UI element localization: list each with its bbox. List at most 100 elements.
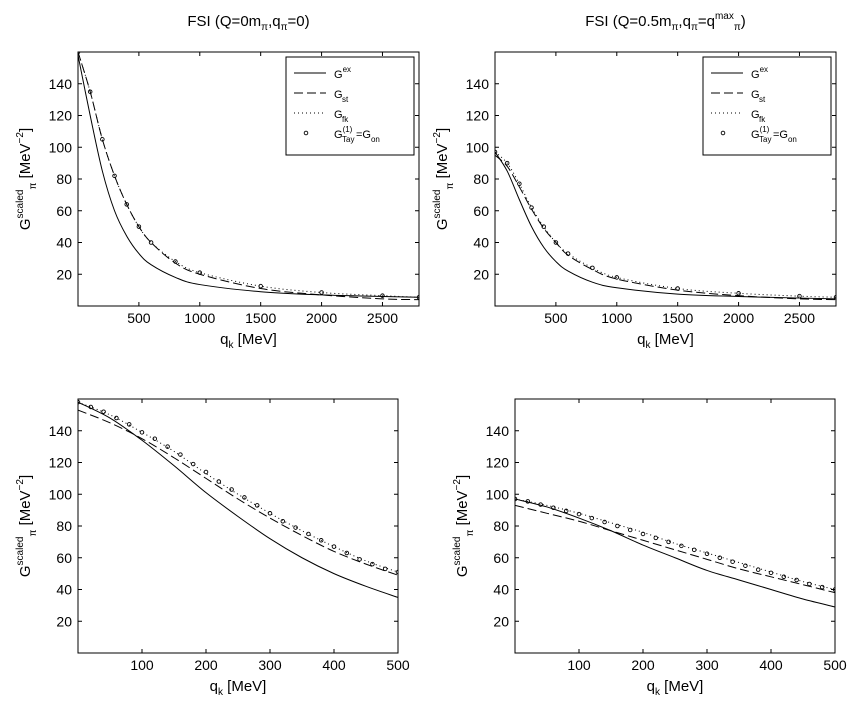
chart-title: FSI (Q=0mπ,qπ=0) xyxy=(187,13,309,33)
legend-label: G xyxy=(334,89,343,101)
data-point-ontay xyxy=(331,544,337,549)
series-line-solid xyxy=(495,151,836,300)
data-point-ontay xyxy=(679,543,684,549)
x-axis-label: qk [MeV] xyxy=(647,678,704,698)
y-tick-label: 40 xyxy=(493,582,509,598)
x-tick-label: 500 xyxy=(544,310,568,326)
x-tick-label: 100 xyxy=(130,657,154,673)
data-point-ontay xyxy=(152,436,158,441)
legend-label: G xyxy=(751,109,760,121)
series-line-dotted xyxy=(515,498,835,590)
legend-label: G(1) xyxy=(751,125,770,141)
data-point-ontay xyxy=(344,550,350,556)
y-tick-label: 20 xyxy=(56,613,72,629)
data-point-ontay xyxy=(819,584,825,590)
data-point-ontay xyxy=(666,539,671,545)
data-point-ontay xyxy=(615,523,620,529)
legend-tail: =Gon xyxy=(773,129,797,144)
data-point-ontay xyxy=(306,531,311,537)
data-point-ontay xyxy=(88,404,94,410)
data-point-ontay xyxy=(101,409,106,414)
x-tick-label: 200 xyxy=(631,657,655,673)
data-point-ontay xyxy=(807,581,812,587)
x-tick-label: 2000 xyxy=(306,310,337,326)
y-tick-label: 140 xyxy=(49,76,73,92)
data-point-ontay xyxy=(691,547,697,553)
y-tick-label: 40 xyxy=(56,582,72,598)
legend-sub: fk xyxy=(759,115,766,124)
y-tick-label: 40 xyxy=(473,235,489,251)
y-tick-label: 100 xyxy=(486,486,510,502)
data-point-ontay xyxy=(87,89,93,94)
data-point-ontay xyxy=(563,508,569,514)
x-tick-label: 1000 xyxy=(601,310,632,326)
y-axis-label: Gscaledπ [MeV−2] xyxy=(15,128,39,230)
data-point-ontay xyxy=(589,515,595,521)
legend-label: Gex xyxy=(751,65,768,81)
x-axis-label: qk [MeV] xyxy=(220,331,277,351)
data-point-ontay xyxy=(525,499,531,504)
panels: 500 1000 1500 2000 2500 20 40 60 80 100 120 140 qk [… xyxy=(15,11,847,698)
series-group xyxy=(78,52,419,301)
y-tick-label: 100 xyxy=(49,486,73,502)
data-point-ontay xyxy=(797,293,802,299)
y-tick-label: 140 xyxy=(49,423,73,439)
data-point-ontay xyxy=(395,569,398,575)
data-point-ontay xyxy=(78,399,81,405)
series-line-dashed xyxy=(515,504,835,594)
data-point-ontay xyxy=(242,495,247,500)
data-point-ontay xyxy=(319,290,324,295)
series-line-dotted xyxy=(78,401,398,573)
legend-tail: =Gon xyxy=(356,129,380,144)
y-tick-label: 80 xyxy=(473,171,489,187)
data-point-ontay xyxy=(517,181,522,187)
legend-label: G xyxy=(334,109,343,121)
legend-marker-circle xyxy=(720,130,726,136)
y-tick-label: 60 xyxy=(56,550,72,566)
data-point-ontay xyxy=(551,505,556,510)
data-point-ontay xyxy=(743,563,748,568)
data-point-ontay xyxy=(370,561,375,567)
y-tick-label: 120 xyxy=(49,108,73,124)
data-point-ontay xyxy=(614,275,620,280)
y-tick-label: 100 xyxy=(466,139,490,155)
legend-label: G xyxy=(751,89,760,101)
y-axis-label: Gscaledπ [MeV−2] xyxy=(432,128,456,230)
data-point-ontay xyxy=(197,270,203,275)
data-point-ontay xyxy=(318,538,324,543)
data-point-ontay xyxy=(124,202,129,207)
data-point-ontay xyxy=(416,295,419,300)
legend-sub: Tay xyxy=(342,135,354,144)
data-point-ontay xyxy=(190,461,196,467)
x-tick-label: 300 xyxy=(695,657,719,673)
data-point-ontay xyxy=(768,570,774,576)
series-line-solid xyxy=(515,498,835,608)
y-tick-label: 40 xyxy=(56,235,72,251)
y-tick-label: 120 xyxy=(49,455,73,471)
data-point-ontay xyxy=(258,283,263,289)
data-point-ontay xyxy=(602,519,607,525)
data-point-ontay xyxy=(640,531,646,537)
y-tick-label: 20 xyxy=(473,266,489,282)
data-point-ontay xyxy=(704,551,710,557)
data-point-ontay xyxy=(267,511,273,516)
legend-label: Gex xyxy=(334,65,351,81)
data-point-ontay xyxy=(357,557,362,562)
chart-panel-2: 500 1000 1500 2000 2500 20 40 60 80 100 120 140 qk [… xyxy=(432,11,837,351)
y-axis-label: Gscaledπ [MeV−2] xyxy=(15,475,39,577)
y-tick-label: 120 xyxy=(486,455,510,471)
series-line-dotted xyxy=(495,151,836,298)
plot-frame xyxy=(77,398,399,654)
data-point-ontay xyxy=(781,574,787,580)
legend-sub: st xyxy=(759,95,766,104)
data-point-ontay xyxy=(653,535,659,541)
data-point-ontay xyxy=(136,224,142,229)
data-point-ontay xyxy=(178,452,183,457)
y-tick-label: 60 xyxy=(473,203,489,219)
series-line-dashed xyxy=(495,154,836,301)
y-tick-label: 140 xyxy=(486,423,510,439)
data-point-ontay xyxy=(165,444,170,449)
data-point-ontay xyxy=(229,487,234,492)
chart-panel-1: 500 1000 1500 2000 2500 20 40 60 80 100 120 140 qk [… xyxy=(15,13,420,351)
